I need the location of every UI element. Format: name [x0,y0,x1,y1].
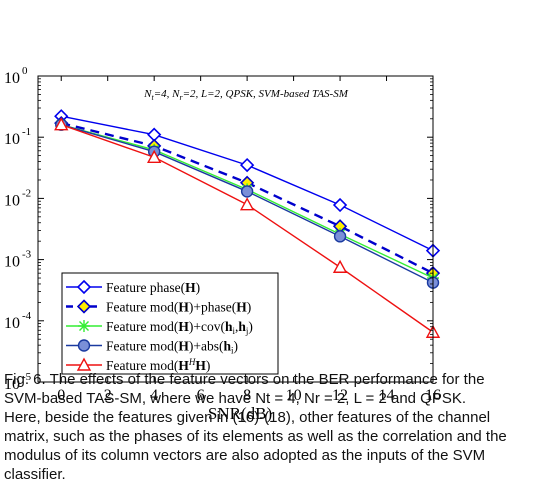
legend-label-part: H [178,319,189,334]
marker-diamond [332,197,348,213]
legend-label-part: H [195,358,206,373]
legend-label-part: H [178,300,189,315]
x-tick-label: 10 [286,387,302,404]
legend-label-part: h [238,319,246,334]
x-tick-label: 16 [425,387,441,404]
legend-label-part: H [178,358,189,373]
y-tick-exponent: -5 [22,371,32,383]
legend-label-part: Feature phase( [106,280,186,295]
legend-item: Feature mod(HHH) [66,357,210,373]
legend-label: Feature mod(HHH) [106,357,210,373]
chart-annotation: Nt=4, Nr=2, L=2, QPSK, SVM-based TAS-SM [143,88,349,102]
legend-item: Feature mod(H)+abs(hi) [66,339,238,356]
x-tick-label: 2 [104,387,112,404]
marker-star-stroke [79,321,89,331]
y-tick-exponent: -3 [22,249,32,261]
legend-label-part: Feature mod( [106,358,179,373]
x-axis-label: SNR(dB) [208,404,272,423]
legend-label: Feature mod(H)+cov(hi,hj) [106,319,253,336]
legend-label-part: i [233,326,236,336]
legend-label-part: ) [234,339,239,354]
marker-triangle [54,117,69,131]
legend-label-part: Feature mod( [106,300,179,315]
legend-label-part: h [225,319,233,334]
caption-line: Fig. 6. The effects of the feature vecto… [4,371,485,388]
legend: Feature phase(H)Feature mod(H)+phase(H)F… [61,272,279,375]
x-tick-label: 12 [332,387,348,404]
legend-label-part: , [235,319,238,334]
y-tick-label: 10 [4,192,20,209]
marker-diamond [239,157,255,173]
legend-label-part: H [185,280,196,295]
marker-circle [240,185,254,198]
y-tick-label: 10 [4,254,20,271]
legend-label-part: H [236,300,247,315]
legend-label-part: ) [248,319,253,334]
legend-label-part: i [231,346,234,356]
legend-item: Feature mod(H)+phase(H) [66,299,251,315]
legend-label: Feature phase(H) [106,280,200,295]
legend-label-part: j [245,326,249,336]
marker-circle [333,230,347,243]
y-tick-label: 10 [4,131,20,148]
legend-label-part: H [178,339,189,354]
legend-item: Feature phase(H) [66,279,200,295]
marker-diamond [76,279,92,295]
legend-box [61,272,279,375]
legend-label-part: )+cov( [189,319,226,334]
legend-label-part: ) [196,280,201,295]
legend-label: Feature mod(H)+abs(hi) [106,339,238,356]
legend-label-part: Feature mod( [106,339,179,354]
y-tick-exponent: -4 [22,310,32,322]
x-tick-label: 4 [150,387,158,404]
caption-line: matrix, such as the phases of its elemen… [4,428,507,445]
plot-frame [37,75,434,383]
legend-label-part: ) [206,358,211,373]
marker-circle [77,339,91,352]
x-tick-label: 6 [197,387,205,404]
legend-label-part: )+abs( [189,339,224,354]
y-tick-label: 10 [4,315,20,332]
y-tick-exponent: -1 [22,126,31,138]
y-tick-label: 10 [4,376,20,393]
marker-triangle [239,197,255,211]
caption-line: modulus of its column vectors are also a… [4,447,486,464]
legend-label-part: h [223,339,231,354]
figure-caption: Fig. 6. The effects of the feature vecto… [4,370,554,484]
legend-label-part: H [188,357,196,367]
y-tick-label: 10 [4,70,20,87]
x-tick-label: 0 [57,387,65,404]
marker-triangle [332,259,348,273]
marker-triangle [146,149,162,163]
marker-triangle [76,357,92,371]
legend-label-part: Feature mod( [106,319,179,334]
legend-label: Feature mod(H)+phase(H) [106,300,251,315]
caption-line: SVM-based TAS-SM, where we have Nt = 4, … [4,390,467,407]
caption-line: classifier. [4,466,66,483]
marker-star [78,320,90,332]
legend-label-part: ) [247,300,252,315]
x-tick-label: 14 [379,387,395,404]
legend-item: Feature mod(H)+cov(hi,hj) [66,319,253,336]
marker-diamond-filled [76,299,92,314]
legend-label-part: )+phase( [189,300,237,315]
caption-line: Here, beside the features given in (16)-… [4,409,491,426]
x-tick-label: 8 [243,387,251,404]
y-tick-exponent: 0 [22,65,28,77]
y-tick-exponent: -2 [22,187,31,199]
